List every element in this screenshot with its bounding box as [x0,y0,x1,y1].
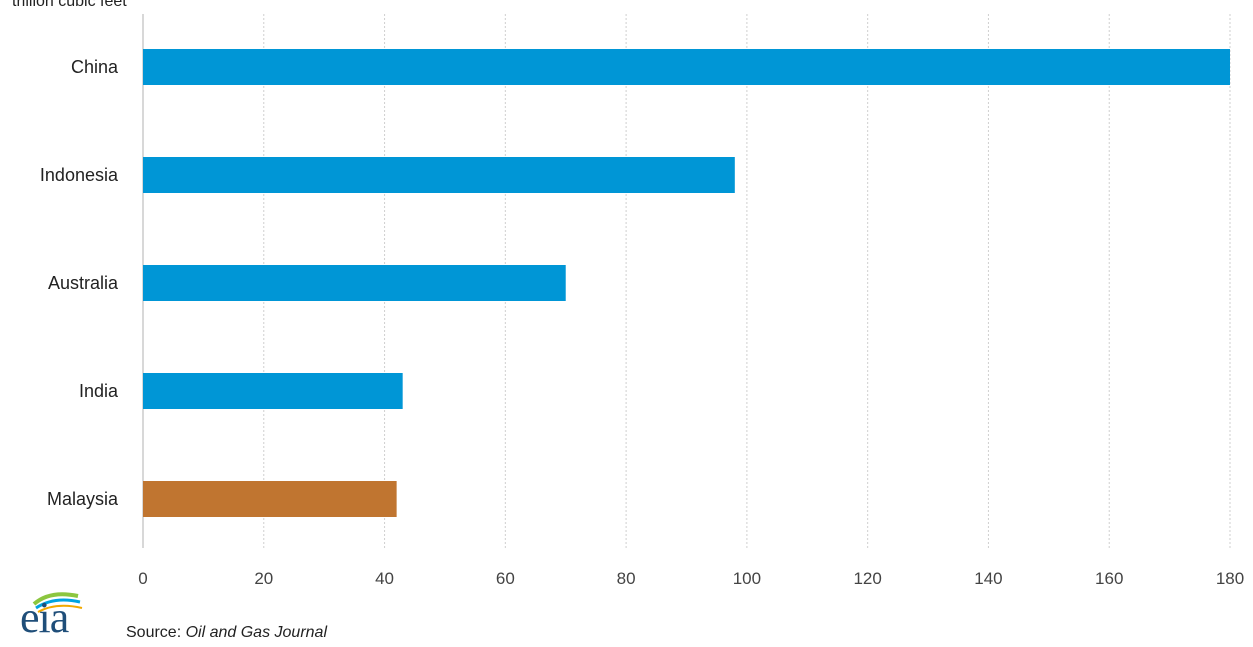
category-label: Malaysia [47,489,119,509]
bar-india [143,373,403,409]
x-tick-label: 120 [853,569,881,588]
source-note: Source: Oil and Gas Journal [126,624,327,642]
bar-china [143,49,1230,85]
x-tick-labels: 0 20 40 60 80 100 120 140 160 180 [138,569,1244,588]
bar-australia [143,265,566,301]
x-tick-label: 80 [617,569,636,588]
x-tick-label: 20 [254,569,273,588]
x-tick-label: 140 [974,569,1002,588]
category-label: Indonesia [40,165,119,185]
eia-logo-swoosh [32,592,83,613]
unit-label: trillion cubic feet [12,0,127,10]
source-name: Oil and Gas Journal [185,624,327,641]
category-labels: China Indonesia Australia India Malaysia [40,57,119,509]
x-tick-label: 100 [733,569,761,588]
x-tick-label: 40 [375,569,394,588]
category-label: Australia [48,273,119,293]
x-tick-label: 60 [496,569,515,588]
category-label: India [79,381,119,401]
x-tick-label: 180 [1216,569,1244,588]
eia-logo-text: eia [20,593,69,642]
bar-indonesia [143,157,735,193]
gridlines [142,14,1231,548]
category-label: China [71,57,119,77]
bars [143,49,1230,517]
eia-logo: eia [20,590,100,642]
x-tick-label: 160 [1095,569,1123,588]
source-prefix: Source: [126,624,186,641]
bar-malaysia [143,481,397,517]
x-tick-label: 0 [138,569,147,588]
